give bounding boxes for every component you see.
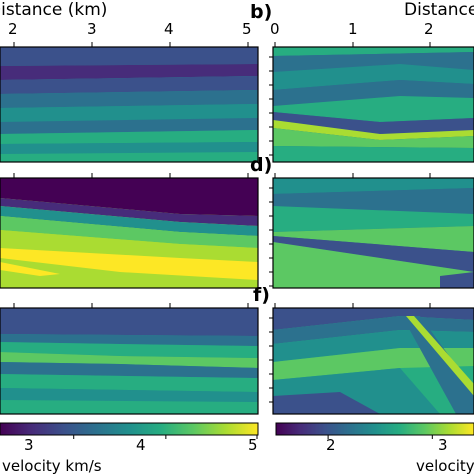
layer xyxy=(273,206,474,232)
panel-d-frame xyxy=(272,177,474,289)
x-tick-label-4: 4 xyxy=(164,20,174,38)
layer xyxy=(402,316,474,414)
layer xyxy=(273,128,474,148)
panel-a-layers xyxy=(0,47,258,162)
layer xyxy=(0,230,258,262)
layer xyxy=(273,178,474,194)
panel-d-layers xyxy=(273,178,474,288)
layer xyxy=(0,118,258,134)
layer xyxy=(0,64,258,80)
layer xyxy=(0,178,258,216)
layer xyxy=(0,374,258,392)
x-tick-label-r1: 1 xyxy=(348,20,358,38)
layer xyxy=(0,142,258,154)
panel-c-layers xyxy=(0,178,258,288)
layer xyxy=(273,188,474,214)
x-axis-title-right: Distance xyxy=(404,0,474,20)
layer xyxy=(0,206,258,236)
layer xyxy=(0,352,258,368)
x-tick-label-2: 2 xyxy=(8,20,18,38)
layer xyxy=(0,130,258,144)
layer xyxy=(440,272,474,288)
x-tick-label-3: 3 xyxy=(87,20,97,38)
panel-f-frame xyxy=(272,307,474,415)
layer xyxy=(0,90,258,108)
colorbar-right-tick-2: 2 xyxy=(326,436,336,454)
layer xyxy=(0,47,258,66)
colorbar-right-tick-3: 3 xyxy=(438,436,448,454)
layer xyxy=(0,362,258,378)
layer xyxy=(0,308,258,336)
panel-c-frame xyxy=(0,177,259,289)
panel-a-frame xyxy=(0,46,259,163)
colorbar-left-tick-4: 4 xyxy=(136,436,146,454)
layer xyxy=(0,342,258,358)
layer xyxy=(0,388,258,402)
layer xyxy=(406,316,474,396)
layer xyxy=(273,112,474,134)
colorbar-right-label: velocity xyxy=(416,457,474,475)
layer xyxy=(0,104,258,122)
panel-b-layers xyxy=(273,47,474,162)
layer xyxy=(273,47,474,56)
layer xyxy=(0,262,60,276)
layer xyxy=(0,400,258,414)
layer xyxy=(273,146,474,162)
x-tick-label-5: 5 xyxy=(242,20,252,38)
layer xyxy=(273,242,474,288)
colorbar-left xyxy=(0,422,259,436)
colorbar-right xyxy=(275,422,474,436)
colorbar-ticks xyxy=(73,435,433,439)
layer xyxy=(273,80,474,106)
layer xyxy=(273,236,474,272)
layer xyxy=(0,216,258,248)
panel-e-layers xyxy=(0,308,258,414)
layer xyxy=(0,152,258,162)
x-tick-label-r2: 2 xyxy=(424,20,434,38)
layer xyxy=(273,52,474,72)
colorbar-left-tick-3: 3 xyxy=(24,436,34,454)
layer xyxy=(273,96,474,122)
layer xyxy=(0,76,258,94)
colorbar-left-tick-5: 5 xyxy=(248,436,258,454)
panel-label-d: d) xyxy=(250,154,273,176)
layer xyxy=(273,226,474,252)
layer xyxy=(0,334,258,346)
panel-label-b: b) xyxy=(250,1,273,23)
colorbar-left-label: velocity km/s xyxy=(2,457,102,475)
x-axis-title-left: Distance (km) xyxy=(0,0,108,20)
layer xyxy=(273,120,474,140)
layer xyxy=(0,198,258,226)
axis-ticks xyxy=(13,42,431,403)
layer xyxy=(273,64,474,90)
panel-b-frame xyxy=(272,46,474,163)
layer xyxy=(273,348,474,380)
panel-label-f: f) xyxy=(253,284,270,306)
panel-f-layers xyxy=(273,308,474,414)
panel-e-frame xyxy=(0,307,259,415)
x-tick-label-r0: 0 xyxy=(270,20,280,38)
layer xyxy=(0,258,258,288)
layer xyxy=(273,392,380,414)
layer xyxy=(273,308,474,330)
